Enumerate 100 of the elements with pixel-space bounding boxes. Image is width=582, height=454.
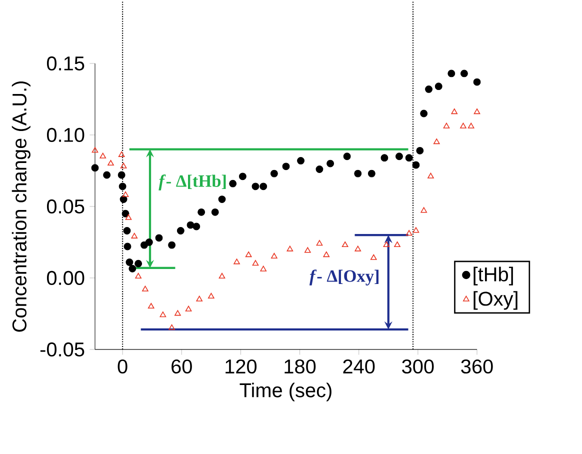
legend-label: [tHb] <box>474 266 513 286</box>
x-axis-title: Time (sec) <box>240 382 332 402</box>
point <box>286 246 294 252</box>
y-tick-label: -0.05 <box>40 342 84 356</box>
point <box>460 122 466 128</box>
point <box>91 164 99 172</box>
point <box>134 260 142 268</box>
point <box>168 241 176 249</box>
point <box>304 246 311 253</box>
point <box>412 161 420 168</box>
point <box>282 162 290 170</box>
point <box>342 241 348 247</box>
point <box>260 266 267 272</box>
point <box>211 208 219 216</box>
point <box>196 296 203 302</box>
point <box>354 170 362 178</box>
point <box>380 154 388 162</box>
point <box>100 152 106 158</box>
point <box>434 82 442 90</box>
point <box>120 162 127 168</box>
x-tick-label: 120 <box>226 359 257 374</box>
y-axis-title: Concentration change (A.U.) <box>12 81 30 332</box>
point <box>460 70 468 77</box>
point <box>416 146 424 154</box>
point <box>123 226 131 234</box>
point <box>122 191 129 197</box>
point <box>148 302 154 308</box>
point <box>229 180 237 188</box>
point <box>142 286 148 292</box>
x-tick-label: 300 <box>402 359 434 374</box>
point <box>124 242 132 250</box>
point <box>326 160 334 168</box>
point <box>198 208 206 216</box>
point <box>122 210 130 218</box>
point <box>218 272 226 278</box>
point <box>396 152 403 160</box>
point <box>473 78 481 86</box>
point <box>218 195 226 203</box>
point <box>354 246 362 252</box>
point <box>405 154 413 162</box>
y-tick-label: 0.10 <box>46 128 84 142</box>
point <box>128 264 136 272</box>
point <box>428 172 434 178</box>
x-tick-label: 60 <box>172 359 192 374</box>
point <box>245 251 252 257</box>
point <box>118 151 125 157</box>
point <box>316 165 324 173</box>
annotation: f- Δ[Oxy] <box>309 269 378 286</box>
point <box>176 226 184 234</box>
point <box>185 306 192 312</box>
point <box>118 182 126 190</box>
point <box>126 258 134 266</box>
point <box>468 122 474 128</box>
point <box>168 324 175 330</box>
point <box>160 311 166 317</box>
point <box>370 254 377 260</box>
point <box>412 226 420 233</box>
point <box>208 292 214 298</box>
point <box>252 260 259 266</box>
point <box>425 85 432 93</box>
legend-label: [Oxy] <box>474 290 518 310</box>
point <box>271 252 278 258</box>
point <box>131 232 138 238</box>
point <box>260 182 268 190</box>
x-tick-label: 360 <box>461 359 493 374</box>
x-tick-label: 240 <box>343 359 375 374</box>
point <box>125 214 132 220</box>
point <box>394 241 400 247</box>
point <box>145 238 153 246</box>
point <box>174 310 181 316</box>
point <box>448 70 456 77</box>
point <box>186 221 194 229</box>
point <box>118 171 126 178</box>
point <box>155 234 163 242</box>
point <box>270 170 278 178</box>
point <box>323 251 330 257</box>
y-tick-label: 0.00 <box>46 270 84 285</box>
x-tick-label: 0 <box>118 359 128 374</box>
point <box>108 160 114 166</box>
point <box>92 146 98 152</box>
point <box>451 108 458 114</box>
point <box>474 108 480 114</box>
y-tick-label: 0.05 <box>46 199 84 214</box>
point <box>103 171 111 178</box>
x-tick-label: 180 <box>284 359 316 374</box>
point <box>368 170 376 178</box>
annotation: f- Δ[tHb] <box>158 174 226 190</box>
point <box>135 272 142 278</box>
point <box>316 240 323 246</box>
point <box>420 206 427 213</box>
point <box>420 110 428 118</box>
point <box>443 122 450 128</box>
point <box>297 156 304 164</box>
point <box>343 152 351 160</box>
point <box>252 182 260 190</box>
point <box>406 230 412 236</box>
point <box>238 172 246 180</box>
point <box>234 258 240 264</box>
point <box>383 241 390 247</box>
y-tick-label: 0.15 <box>46 56 84 70</box>
